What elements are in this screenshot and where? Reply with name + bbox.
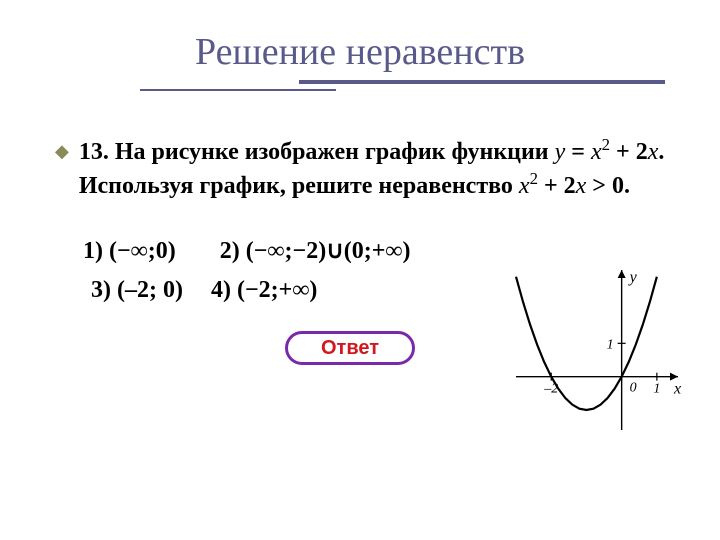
question-block: ◆ 13. На рисунке изображен график функци… [55, 134, 665, 202]
slide-title: Решение неравенств [55, 30, 665, 74]
svg-text:x: x [673, 381, 681, 398]
answer-button[interactable]: Ответ [285, 331, 415, 365]
title-underline [55, 80, 665, 92]
question-text: 13. На рисунке изображен график функции … [79, 134, 665, 202]
option-4: (−2;+∞) [237, 277, 317, 303]
svg-text:1: 1 [653, 382, 660, 397]
bullet-icon: ◆ [55, 140, 69, 163]
option-2: (−∞;−2)∪(0;+∞) [246, 238, 411, 264]
svg-text:0: 0 [630, 381, 637, 396]
svg-text:y: y [628, 269, 638, 286]
option-2-label: 2) [220, 238, 240, 264]
option-1-label: 1) [83, 238, 103, 264]
option-3: (–2; 0) [117, 277, 183, 303]
function-graph: –2101xy [510, 264, 684, 436]
option-3-label: 3) [91, 277, 111, 303]
question-number: 13. На рисунке изображен график функции [79, 139, 555, 165]
option-4-label: 4) [211, 277, 231, 303]
svg-text:1: 1 [607, 337, 614, 352]
option-1: (−∞;0) [109, 238, 176, 264]
